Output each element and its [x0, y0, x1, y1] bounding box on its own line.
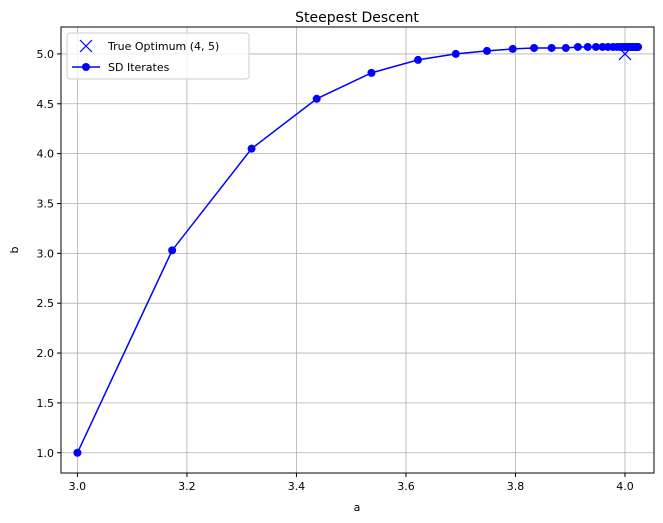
legend: True Optimum (4, 5) SD Iterates — [66, 32, 250, 80]
legend-x-marker-icon — [79, 39, 93, 53]
x-tick-label: 3.8 — [507, 480, 525, 493]
sd-iterate-point — [508, 44, 517, 53]
sd-iterate-point — [451, 49, 460, 58]
legend-entry-sd-iterates: SD Iterates — [72, 61, 170, 74]
sd-iterate-point — [73, 448, 82, 457]
sd-iterate-point — [583, 42, 592, 51]
legend-circle-marker-icon — [82, 63, 90, 71]
legend-box — [66, 32, 250, 80]
y-tick-label: 3.0 — [37, 247, 55, 260]
y-tick-label: 2.0 — [37, 347, 55, 360]
y-tick-label: 4.0 — [37, 148, 55, 161]
x-tick-label: 3.0 — [69, 480, 87, 493]
sd-iterate-point — [598, 42, 607, 51]
legend-x-glyph — [79, 39, 93, 53]
sd-iterate-point — [530, 43, 539, 52]
sd-iterate-point — [634, 42, 643, 51]
legend-label-sd-iterates: SD Iterates — [108, 61, 170, 74]
y-tick-label: 1.5 — [37, 397, 55, 410]
chart-title: Steepest Descent — [295, 10, 419, 26]
sd-iterate-point — [482, 46, 491, 55]
sd-iterate-point — [247, 144, 256, 153]
sd-iterate-point — [561, 43, 570, 52]
y-tick-label: 1.0 — [37, 447, 55, 460]
sd-iterate-point — [591, 42, 600, 51]
plot-series — [73, 42, 643, 457]
x-tick-label: 4.0 — [616, 480, 634, 493]
x-axis-ticks: 3.0 3.2 3.4 3.6 3.8 4.0 — [69, 473, 634, 493]
sd-iterate-point — [367, 68, 376, 77]
y-tick-label: 3.5 — [37, 197, 55, 210]
sd-iterate-point — [414, 55, 423, 64]
sd-iterate-point — [547, 43, 556, 52]
true-optimum-marker — [618, 47, 632, 61]
axes-frame — [60, 26, 655, 474]
y-axis-label: b — [8, 246, 21, 253]
x-axis-label: a — [354, 501, 361, 514]
legend-label-true-optimum: True Optimum (4, 5) — [107, 40, 219, 53]
sd-iterate-point — [168, 246, 177, 255]
x-tick-label: 3.4 — [288, 480, 306, 493]
x-tick-label: 3.6 — [397, 480, 415, 493]
grid — [61, 27, 654, 473]
y-axis-ticks: 1.0 1.5 2.0 2.5 3.0 3.5 4.0 4.5 5.0 — [37, 48, 61, 460]
y-tick-label: 4.5 — [37, 98, 55, 111]
legend-entry-true-optimum: True Optimum (4, 5) — [79, 39, 219, 53]
y-tick-label: 2.5 — [37, 297, 55, 310]
x-tick-label: 3.2 — [178, 480, 196, 493]
sd-iterate-point — [573, 42, 582, 51]
sd-iterate-point — [312, 94, 321, 103]
y-tick-label: 5.0 — [37, 48, 55, 61]
